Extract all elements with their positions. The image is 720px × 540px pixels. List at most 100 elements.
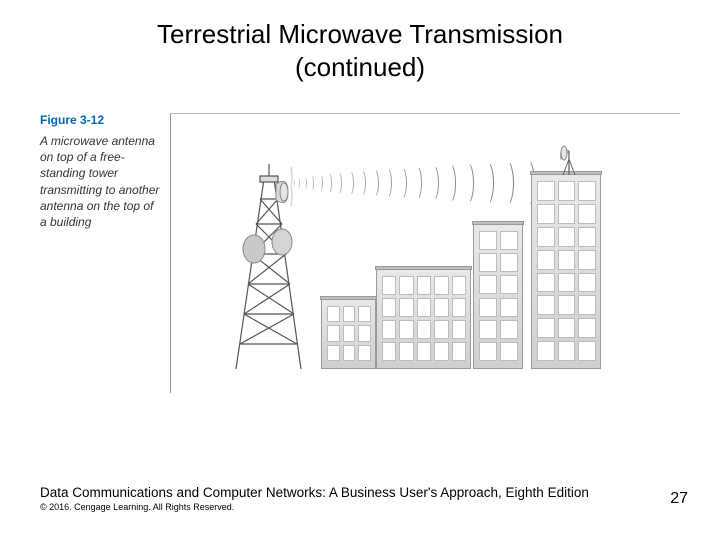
building-window — [434, 342, 448, 361]
building-window — [558, 295, 576, 315]
building-window — [343, 306, 356, 322]
building-window — [578, 227, 596, 247]
building-window — [452, 320, 466, 339]
building-window — [382, 276, 396, 295]
building-window — [537, 181, 555, 201]
building-window — [500, 231, 518, 250]
building-window — [399, 276, 413, 295]
building-window — [537, 204, 555, 224]
wave-arc — [368, 168, 379, 198]
building-window — [343, 325, 356, 341]
building-window — [479, 342, 497, 361]
building-roof — [375, 266, 472, 270]
content-row: Figure 3-12 A microwave antenna on top o… — [40, 113, 680, 393]
page-number: 27 — [670, 490, 688, 508]
wave-arc — [296, 177, 300, 189]
wave-arc — [309, 175, 315, 192]
wave-arc — [325, 172, 332, 193]
building-roof — [320, 296, 377, 300]
building-window — [537, 318, 555, 338]
building-window — [434, 276, 448, 295]
slide-title: Terrestrial Microwave Transmission (cont… — [40, 18, 680, 83]
building-window — [327, 345, 340, 361]
building-window — [382, 298, 396, 317]
slide-footer: Data Communications and Computer Network… — [40, 485, 680, 512]
wave-arc — [478, 160, 494, 206]
building-window — [558, 227, 576, 247]
building-window — [537, 250, 555, 270]
figure-caption: A microwave antenna on top of a free-sta… — [40, 133, 160, 230]
building-window — [578, 318, 596, 338]
wave-arc — [497, 159, 514, 207]
figure-label: Figure 3-12 — [40, 113, 160, 127]
building-window — [578, 295, 596, 315]
wave-arc — [459, 161, 474, 204]
building — [531, 174, 601, 369]
building-window — [417, 320, 431, 339]
building-window — [558, 250, 576, 270]
wave-arc — [302, 176, 307, 190]
building-window — [479, 275, 497, 294]
building-window — [500, 320, 518, 339]
slide-container: Terrestrial Microwave Transmission (cont… — [0, 0, 720, 540]
building-window — [558, 204, 576, 224]
building-window — [358, 345, 371, 361]
building-window — [417, 276, 431, 295]
building-window — [417, 342, 431, 361]
building-window — [452, 298, 466, 317]
building-window — [500, 253, 518, 272]
building-window — [537, 341, 555, 361]
building-window — [382, 342, 396, 361]
building-roof — [472, 221, 524, 225]
building-window — [343, 345, 356, 361]
wave-arc — [381, 167, 392, 199]
building-window — [537, 273, 555, 293]
wave-arc — [356, 169, 366, 197]
title-line-1: Terrestrial Microwave Transmission — [157, 19, 563, 49]
figure-diagram — [170, 113, 680, 393]
building-window — [578, 250, 596, 270]
wave-arc — [442, 162, 456, 203]
building-window — [578, 341, 596, 361]
building-window — [327, 325, 340, 341]
building-window — [417, 298, 431, 317]
building-window — [452, 342, 466, 361]
wave-arc — [334, 171, 342, 194]
building-window — [434, 298, 448, 317]
building-window — [479, 253, 497, 272]
building-window — [479, 231, 497, 250]
building-window — [358, 306, 371, 322]
book-title: Data Communications and Computer Network… — [40, 485, 680, 500]
figure-caption-block: Figure 3-12 A microwave antenna on top o… — [40, 113, 160, 230]
wave-arc — [395, 166, 407, 200]
building-window — [434, 320, 448, 339]
building-window — [558, 181, 576, 201]
building-window — [399, 320, 413, 339]
building-window — [578, 273, 596, 293]
building-window — [558, 318, 576, 338]
building-window — [479, 320, 497, 339]
building-window — [558, 273, 576, 293]
building-window — [500, 275, 518, 294]
building-window — [327, 306, 340, 322]
building-window — [500, 298, 518, 317]
wave-arc — [410, 165, 423, 202]
building-window — [578, 204, 596, 224]
building-window — [399, 298, 413, 317]
building-window — [358, 325, 371, 341]
building-window — [537, 227, 555, 247]
wave-arc — [291, 178, 295, 188]
copyright-text: © 2016. Cengage Learning. All Rights Res… — [40, 502, 680, 512]
wave-arc — [425, 164, 439, 203]
rooftop-antenna-icon — [557, 141, 589, 180]
building-window — [399, 342, 413, 361]
building-window — [558, 341, 576, 361]
building-window — [479, 298, 497, 317]
building — [473, 224, 523, 369]
building-window — [578, 181, 596, 201]
building-window — [537, 295, 555, 315]
title-line-2: (continued) — [295, 52, 425, 82]
building-window — [382, 320, 396, 339]
wave-arc — [345, 170, 354, 196]
wave-arc — [316, 174, 323, 193]
